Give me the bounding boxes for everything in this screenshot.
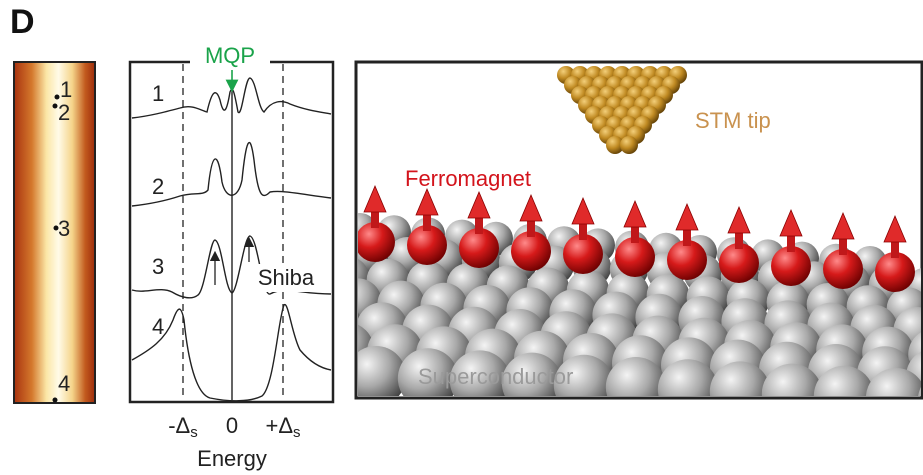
spin-arrow-shaft	[787, 234, 795, 252]
chain-label: Ferromagnet	[405, 166, 531, 191]
point-dot	[55, 95, 60, 100]
spin-arrow-shaft	[423, 213, 431, 231]
spectrum-label: 3	[152, 254, 164, 279]
spectrum-label: 4	[152, 314, 164, 339]
x-tick-main: +Δ	[265, 413, 293, 438]
spin-arrow-shaft	[475, 216, 483, 234]
spin-arrow-shaft	[631, 225, 639, 243]
substrate-atom	[606, 357, 666, 417]
point-dot	[53, 398, 58, 403]
point-label: 3	[58, 216, 70, 241]
spectrum-label: 2	[152, 174, 164, 199]
conductance-map	[14, 62, 95, 403]
x-tick-main: -Δ	[168, 413, 190, 438]
mqp-label: MQP	[205, 43, 255, 68]
spin-arrow-shaft	[371, 210, 379, 228]
x-tick-label: 0	[226, 413, 238, 438]
spin-arrow-shaft	[735, 231, 743, 249]
point-label: 2	[58, 100, 70, 125]
tip-atom	[620, 136, 638, 154]
figure: D 1 2 3 4 1 2 3 4 MQP Shiba -Δs 0 +Δs En…	[0, 0, 923, 475]
spectrum-label: 1	[152, 81, 164, 106]
tip-label: STM tip	[695, 108, 771, 133]
x-axis-title: Energy	[197, 446, 267, 471]
substrate-atom	[762, 364, 822, 424]
x-tick-sub: s	[293, 424, 301, 441]
x-tick-label: -Δs	[168, 413, 198, 441]
spin-arrow-shaft	[683, 228, 691, 246]
point-dot	[53, 104, 58, 109]
substrate-atom	[814, 366, 874, 426]
spin-arrow-shaft	[891, 240, 899, 258]
x-tick-sub: s	[190, 424, 198, 441]
substrate-atom	[710, 361, 770, 421]
spin-arrow-shaft	[839, 237, 847, 255]
substrate-atom	[658, 359, 718, 419]
substrate-label: Superconductor	[418, 364, 573, 389]
shiba-label: Shiba	[258, 265, 315, 290]
x-tick-main: 0	[226, 413, 238, 438]
spin-arrow-shaft	[527, 219, 535, 237]
page: { "panel_label": "D", "map": {"points": …	[0, 0, 923, 475]
spin-arrow-shaft	[579, 222, 587, 240]
x-tick-label: +Δs	[265, 413, 300, 441]
point-label: 4	[58, 371, 70, 396]
point-label: 1	[60, 77, 72, 102]
panel-label: D	[10, 3, 35, 41]
